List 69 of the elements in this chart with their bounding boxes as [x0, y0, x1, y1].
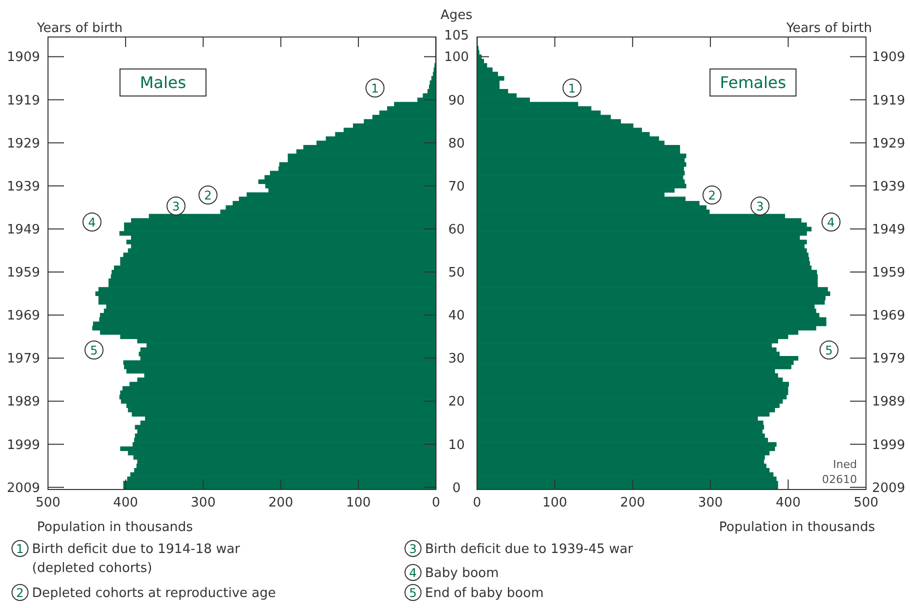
y-tick-label: 70: [448, 179, 465, 194]
y-tick-label: 10: [448, 438, 465, 453]
y2-tick-label: 1969: [6, 308, 40, 324]
y2-tick-label: 1919: [6, 93, 40, 108]
text: 1 Birth deficit due to 1914-18 war (depleted cohorts): [16, 542, 241, 576]
annotation: 1: [371, 82, 379, 96]
y-tick-label: 20: [448, 394, 465, 410]
y2-tick-label: 1959: [6, 266, 40, 281]
y2-tick-label: 1979: [872, 352, 906, 367]
annotation: 1: [568, 82, 576, 96]
y2-tick-label: 1989: [6, 394, 40, 410]
y-axis-title: Ages: [440, 8, 473, 23]
y2-axis-title: Years of birth: [785, 21, 872, 36]
x-tick-label: 0: [472, 496, 482, 510]
y-tick-label: 0: [452, 480, 461, 496]
y2-tick-label: 1929: [6, 136, 40, 152]
x-axis-title: Population in thousands: [719, 520, 876, 535]
y2-tick-label: 1949: [872, 222, 906, 238]
annotation: 3: [172, 200, 180, 214]
y2-tick-label: 2009: [6, 480, 40, 496]
annotation: 4: [88, 216, 96, 230]
y-tick-label: 50: [448, 266, 465, 281]
text: 3 Birth deficit due to 1939-45 war: [409, 542, 634, 557]
text: 2 Depleted cohorts at reproductive age: [16, 586, 276, 601]
annotation: 4: [827, 216, 835, 230]
y2-tick-label: 1929: [872, 136, 906, 152]
annotation: 2: [204, 188, 212, 202]
text: 4 Baby boom: [409, 566, 499, 581]
annotation: 3: [756, 200, 764, 214]
x-tick-label: 100: [542, 496, 568, 510]
y-tick-label: 40: [448, 308, 465, 324]
annotation: 5: [90, 344, 98, 358]
y2-tick-label: 1999: [872, 438, 906, 453]
y2-tick-label: 1989: [872, 394, 906, 410]
x-tick-label: 300: [190, 496, 216, 510]
y-tick-label: 80: [448, 136, 465, 152]
text: Females: [720, 73, 786, 92]
x-tick-label: 200: [620, 496, 646, 510]
y2-tick-label: 1909: [6, 50, 40, 66]
x-tick-label: 500: [36, 496, 60, 510]
y2-tick-label: 1939: [872, 179, 906, 194]
x-tick-label: 300: [698, 496, 723, 510]
y2-tick-label: 1939: [6, 179, 40, 194]
y-tick-label: 60: [448, 222, 465, 238]
y2-tick-label: 2009: [872, 480, 906, 496]
x-tick-label: 400: [113, 496, 138, 510]
x-tick-label: 200: [268, 496, 294, 510]
x-axis-title: Population in thousands: [37, 520, 194, 535]
y-tick-label: 90: [448, 93, 465, 108]
x-tick-label: 500: [854, 496, 878, 510]
y-tick-label: 100: [444, 50, 469, 66]
y2-tick-label: 1959: [872, 266, 906, 281]
x-tick-label: 0: [432, 496, 440, 510]
annotation: 5: [825, 344, 833, 358]
y2-tick-label: 1969: [872, 308, 906, 324]
x-tick-label: 400: [776, 496, 801, 510]
annotation: Ined 02610: [822, 458, 857, 486]
y2-tick-label: 1979: [6, 352, 40, 367]
y2-axis-title: Years of birth: [36, 21, 123, 36]
text: Males: [140, 73, 186, 92]
y2-tick-label: 1909: [872, 50, 906, 66]
y-tick-label: 30: [448, 352, 465, 367]
x-tick-label: 100: [346, 496, 371, 510]
y-tick-label: 105: [444, 28, 469, 44]
annotation: 2: [708, 188, 716, 202]
y2-tick-label: 1919: [872, 93, 906, 108]
y2-tick-label: 1949: [6, 222, 40, 238]
y2-tick-label: 1999: [6, 438, 40, 453]
text: 5 End of baby boom: [409, 586, 544, 601]
